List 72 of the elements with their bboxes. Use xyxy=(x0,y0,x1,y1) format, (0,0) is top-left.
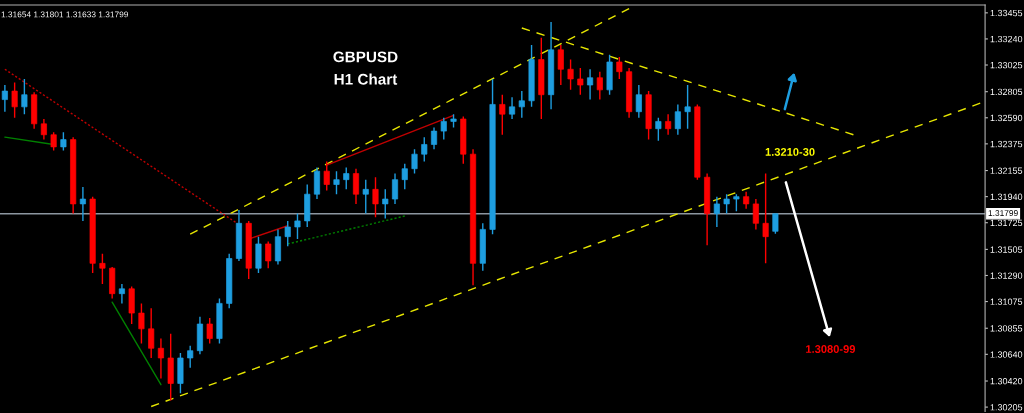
candlestick xyxy=(265,240,272,269)
candlestick xyxy=(352,168,360,205)
ref-line-label: 1.31799 xyxy=(988,210,1018,216)
candlestick xyxy=(99,252,106,285)
y-tick-label: 1.31075 xyxy=(990,298,1023,305)
annotation: 1.3080-99 xyxy=(806,345,856,353)
text: H1 Chart xyxy=(334,73,398,85)
candlestick xyxy=(138,302,145,345)
candlestick xyxy=(440,117,447,141)
y-tick-label: 1.33455 xyxy=(990,9,1023,17)
candlestick xyxy=(557,44,564,86)
y-tick-label: 1.33025 xyxy=(990,61,1023,69)
y-tick-label: 1.30420 xyxy=(990,377,1023,385)
candlestick xyxy=(587,68,594,101)
candlestick xyxy=(79,186,86,222)
candlestick xyxy=(284,220,291,248)
candlestick xyxy=(60,131,67,152)
y-tick-label: 1.30640 xyxy=(990,351,1023,358)
y-tick-label: 1.32155 xyxy=(990,167,1023,174)
y-tick-label: 1.33240 xyxy=(990,35,1023,43)
candlestick xyxy=(343,166,350,191)
candlestick xyxy=(11,81,18,119)
candlestick xyxy=(382,188,389,220)
candlestick xyxy=(567,58,574,91)
candlestick xyxy=(616,56,623,80)
candlestick xyxy=(206,317,213,345)
candlestick xyxy=(294,212,301,240)
candlestick xyxy=(665,113,672,136)
candlestick xyxy=(684,84,691,130)
candlestick xyxy=(362,178,369,215)
y-tick-label: 1.30205 xyxy=(990,404,1023,411)
y-tick-label: 1.32375 xyxy=(990,140,1023,148)
candlestick xyxy=(635,84,642,119)
y-tick-label: 1.31505 xyxy=(990,246,1023,253)
candlestick xyxy=(50,131,57,152)
text: GBPUSD xyxy=(333,51,398,63)
candlestick xyxy=(752,198,759,231)
candlestick xyxy=(577,67,584,96)
candlestick xyxy=(148,307,155,359)
candlestick xyxy=(674,103,681,136)
candlestick xyxy=(157,337,164,380)
candlestick xyxy=(411,148,418,175)
y-tick-label: 1.32805 xyxy=(990,88,1023,96)
candlestick xyxy=(596,70,603,101)
candlestick xyxy=(333,170,340,195)
candlestick xyxy=(187,345,194,369)
candlestick xyxy=(430,126,438,151)
candlestick xyxy=(323,160,330,192)
candlestick xyxy=(499,94,506,136)
candlestick xyxy=(1,84,8,113)
candlestick xyxy=(401,163,408,191)
candlestick xyxy=(518,90,525,119)
y-tick-label: 1.32590 xyxy=(990,114,1023,122)
candlestick xyxy=(772,212,779,235)
candlestick xyxy=(713,195,720,228)
candlestick xyxy=(391,172,399,205)
candlestick xyxy=(40,118,47,141)
candlestick xyxy=(655,117,662,142)
annotation: 1.31654 1.31801 1.31633 1.31799 xyxy=(1,11,129,18)
candlestick xyxy=(118,283,125,305)
candlestick xyxy=(21,78,28,115)
candlestick xyxy=(313,166,321,200)
candlestick xyxy=(762,172,769,265)
y-tick-label: 1.31940 xyxy=(990,193,1023,200)
y-tick-label: 1.30855 xyxy=(990,325,1023,332)
y-tick-label: 1.31290 xyxy=(990,272,1023,279)
candlestick xyxy=(723,193,730,215)
annotation: 1.3210-30 xyxy=(765,148,815,156)
y-tick-label: 1.31725 xyxy=(990,219,1023,227)
candlestick xyxy=(509,96,516,120)
candlestick xyxy=(372,176,379,218)
candlestick xyxy=(421,136,428,163)
